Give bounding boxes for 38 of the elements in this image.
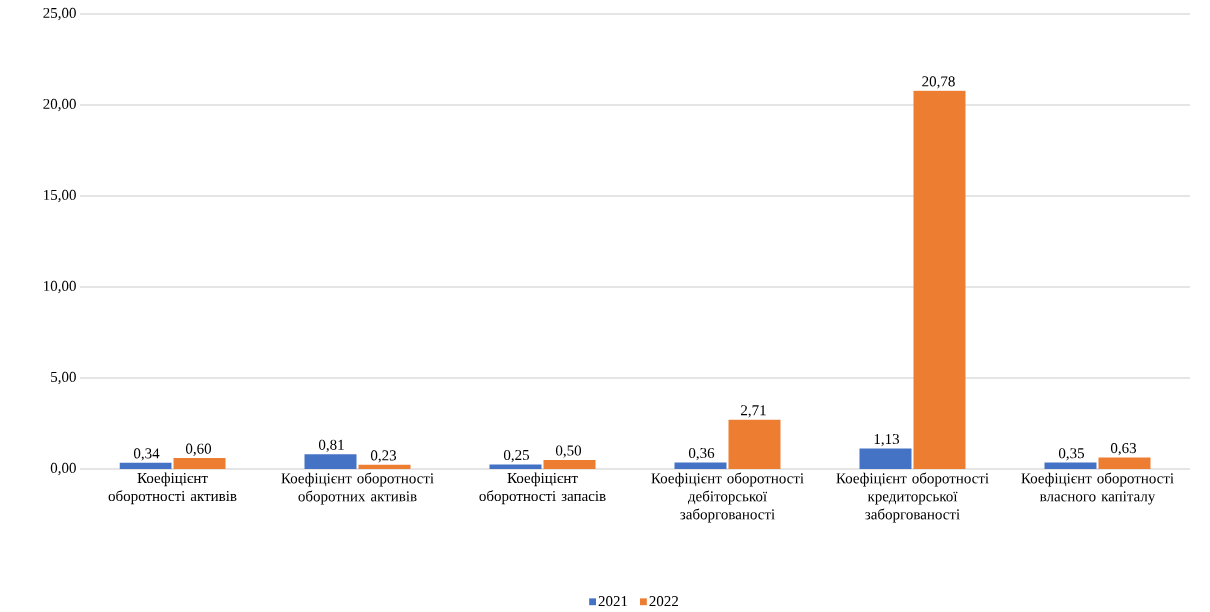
data-label: 0,60 bbox=[185, 443, 212, 457]
data-label: 1,13 bbox=[874, 434, 900, 447]
bar bbox=[913, 91, 966, 470]
bar bbox=[358, 465, 411, 470]
data-label: 0,25 bbox=[503, 450, 530, 463]
bar bbox=[728, 419, 781, 470]
data-label: 0,23 bbox=[370, 450, 397, 463]
x-tick-label: Коефіцієнт оборотності кредиторської заборгованості bbox=[836, 472, 989, 523]
bar bbox=[674, 462, 727, 470]
y-tick-label: 25,00 bbox=[43, 8, 76, 21]
y-tick-label: 15,00 bbox=[44, 190, 76, 203]
y-tick-label: 10,00 bbox=[44, 281, 76, 294]
x-tick-label: Коефіцієнт оборотності дебіторської заборгованості bbox=[651, 472, 804, 523]
y-tick-label: 0,00 bbox=[50, 463, 76, 476]
x-tick-label: Коефіцієнт оборотності активів bbox=[108, 472, 237, 505]
data-label: 0,34 bbox=[133, 448, 160, 461]
bar bbox=[119, 463, 172, 470]
data-label: 0,36 bbox=[688, 448, 715, 461]
data-label: 0,63 bbox=[1110, 443, 1137, 456]
data-label: 0,81 bbox=[318, 440, 344, 453]
data-label: 2,71 bbox=[741, 405, 766, 418]
bar bbox=[543, 460, 596, 470]
bar bbox=[1044, 462, 1097, 470]
data-label: 20,78 bbox=[922, 76, 955, 89]
y-tick-label: 20,00 bbox=[43, 99, 76, 112]
bar bbox=[173, 458, 226, 470]
bar bbox=[304, 454, 357, 470]
x-tick-label: Коефіцієнт оборотності власного капіталу bbox=[1021, 472, 1174, 505]
x-tick-label: Коефіцієнт оборотності запасів bbox=[479, 472, 606, 505]
bar bbox=[489, 464, 542, 470]
data-label: 0,50 bbox=[555, 445, 582, 458]
data-label: 0,35 bbox=[1058, 448, 1085, 461]
y-tick-label: 5,00 bbox=[51, 372, 76, 385]
legend-label: 2022 bbox=[649, 596, 678, 607]
legend-label: 2021 bbox=[598, 596, 628, 607]
bar bbox=[1098, 457, 1151, 470]
x-tick-label: Коефіцієнт оборотності оборотних активів bbox=[281, 472, 434, 505]
bar bbox=[859, 448, 912, 470]
